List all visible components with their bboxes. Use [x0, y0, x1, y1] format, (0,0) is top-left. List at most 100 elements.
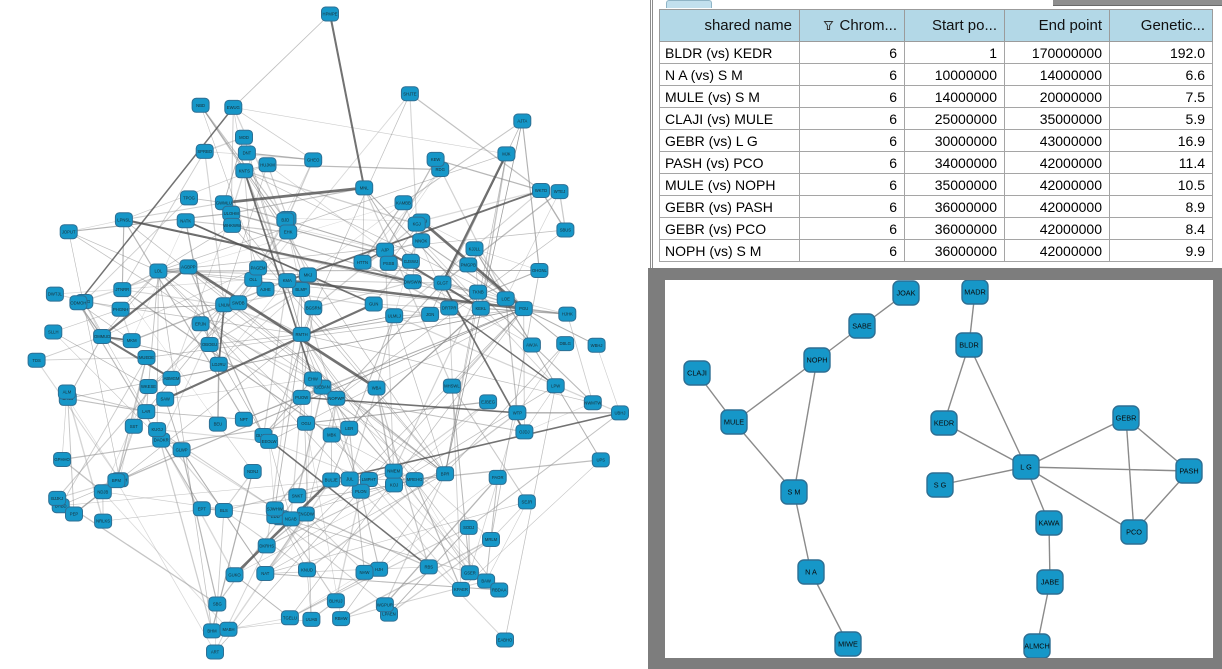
overview-network-node[interactable]: UPS: [591, 452, 610, 468]
cell-value[interactable]: 6: [799, 41, 905, 64]
overview-network-node[interactable]: RBDAA: [490, 582, 509, 598]
overview-network-node[interactable]: SAW: [156, 391, 175, 407]
overview-network-node[interactable]: KNTS: [235, 163, 254, 179]
cell-shared-name[interactable]: GEBR (vs) PCO: [659, 217, 800, 240]
cell-shared-name[interactable]: CLAJI (vs) MULE: [659, 107, 800, 130]
overview-network-node[interactable]: PAOR: [488, 469, 507, 485]
overview-network-node[interactable]: WKESE: [139, 379, 158, 394]
cell-value[interactable]: 6: [799, 63, 905, 86]
overview-network-node[interactable]: MREHG: [405, 472, 424, 488]
overview-network-node[interactable]: DNT: [237, 145, 256, 161]
cell-shared-name[interactable]: N A (vs) S M: [659, 63, 800, 86]
network-edge-KEDR-LG[interactable]: [943, 422, 1027, 468]
network-node-NA[interactable]: N A: [797, 559, 825, 585]
overview-network-node[interactable]: KNUD: [298, 562, 316, 578]
network-node-NOPH[interactable]: NOPH: [803, 347, 831, 373]
table-row[interactable]: GEBR (vs) PASH 6 36000000 42000000 8.9: [659, 195, 1213, 218]
table-row[interactable]: MULE (vs) NOPH 6 35000000 42000000 10.5: [659, 173, 1213, 196]
overview-network-node[interactable]: OJDJ: [515, 424, 534, 440]
overview-network-node[interactable]: KJJLL: [465, 241, 484, 257]
overview-network-node[interactable]: NAT: [256, 566, 275, 581]
overview-network-node[interactable]: TDS: [27, 352, 46, 368]
cell-value[interactable]: 25000000: [904, 107, 1005, 130]
cell-value[interactable]: 9.9: [1109, 239, 1213, 262]
overview-network-node[interactable]: UUAB: [302, 611, 321, 627]
overview-network-node[interactable]: WGPUR: [375, 597, 394, 613]
cell-value[interactable]: 14000000: [904, 85, 1005, 108]
overview-network-node[interactable]: SBG: [208, 596, 227, 612]
overview-network-node[interactable]: NBD: [191, 97, 210, 113]
cell-value[interactable]: 6: [799, 195, 905, 218]
cell-value[interactable]: 42000000: [1004, 217, 1110, 240]
network-edge-LG-GEBR[interactable]: [1025, 417, 1127, 468]
cell-value[interactable]: 11.4: [1109, 151, 1213, 174]
overview-network-node[interactable]: SODJ: [459, 519, 478, 535]
overview-network-node[interactable]: SBUS: [556, 222, 575, 238]
network-node-LG[interactable]: L G: [1012, 454, 1040, 480]
overview-network-node[interactable]: EEOLW: [260, 433, 279, 449]
overview-network-node[interactable]: NOPWP: [327, 390, 346, 406]
overview-network-node[interactable]: LOE: [496, 291, 515, 307]
network-overview-panel[interactable]: HPMPEEABHOARTKOJDAOKRJTNRRSSTJOPUTLMPHTG…: [0, 0, 653, 669]
overview-network-node[interactable]: EHW: [304, 371, 322, 387]
cell-value[interactable]: 10000000: [904, 63, 1005, 86]
overview-network-node[interactable]: PUOW: [292, 389, 311, 405]
overview-network-node[interactable]: GSER: [460, 565, 479, 581]
overview-network-node[interactable]: GJSWJ: [401, 253, 420, 269]
overview-network-node[interactable]: NGAB: [281, 511, 300, 527]
overview-network-node[interactable]: NATK: [176, 213, 195, 229]
overview-network-node[interactable]: MHSWL: [442, 378, 461, 394]
overview-network-node[interactable]: AWJA: [522, 337, 541, 353]
overview-network-node[interactable]: TGELU: [280, 610, 299, 626]
overview-network-node[interactable]: PAGEM: [249, 260, 268, 276]
network-node-KAWA[interactable]: KAWA: [1035, 510, 1063, 536]
overview-network-node[interactable]: OGU: [297, 415, 315, 431]
network-edge-LG-PASH[interactable]: [1025, 466, 1190, 472]
overview-network-node[interactable]: RBS: [419, 559, 438, 575]
overview-network-node[interactable]: DRTPR: [440, 300, 459, 316]
overview-network-node[interactable]: JTNRR: [113, 282, 132, 298]
overview-network-node[interactable]: EJBEG: [479, 394, 498, 410]
overview-network-node[interactable]: MBK: [322, 427, 341, 443]
overview-network-node[interactable]: KEKL: [471, 300, 490, 316]
table-horizontal-scrollbar[interactable]: [1053, 0, 1222, 6]
overview-network-node[interactable]: BEU: [208, 416, 227, 432]
overview-network-node[interactable]: SST: [124, 418, 143, 434]
cell-value[interactable]: 14000000: [1004, 63, 1110, 86]
overview-network-node[interactable]: BHM: [203, 623, 221, 639]
overview-network-node[interactable]: MKJ: [298, 267, 317, 283]
overview-network-node[interactable]: DKRHS: [257, 538, 276, 554]
overview-network-node[interactable]: SLLH: [44, 324, 63, 340]
overview-network-node[interactable]: BPM: [107, 473, 126, 489]
column-header-start-po-[interactable]: Start po...: [904, 9, 1005, 42]
overview-network-node[interactable]: BPR: [436, 466, 455, 482]
cell-value[interactable]: 1: [904, 41, 1005, 64]
overview-network-node[interactable]: RMTH: [292, 326, 311, 342]
network-node-JABE[interactable]: JABE: [1036, 569, 1064, 595]
overview-network-node[interactable]: WTEJ: [550, 184, 569, 200]
network-node-SG[interactable]: S G: [926, 472, 954, 498]
cell-value[interactable]: 6.6: [1109, 63, 1213, 86]
overview-network-node[interactable]: SHJTE: [400, 86, 419, 102]
overview-network-node[interactable]: EWUG: [224, 99, 243, 115]
overview-network-node[interactable]: PHGNH: [111, 301, 130, 317]
cell-value[interactable]: 8.9: [1109, 195, 1213, 218]
column-header-end-point[interactable]: End point: [1004, 9, 1110, 42]
network-node-KEDR[interactable]: KEDR: [930, 410, 958, 436]
overview-network-node[interactable]: LOL: [149, 263, 168, 279]
overview-network-node[interactable]: NWMTW: [583, 395, 602, 411]
cell-value[interactable]: 10.5: [1109, 173, 1213, 196]
cell-value[interactable]: 16.9: [1109, 129, 1213, 152]
overview-network-node[interactable]: NPT: [234, 411, 253, 427]
network-node-MULE[interactable]: MULE: [720, 409, 748, 435]
overview-network-node[interactable]: RBHW: [332, 611, 351, 627]
network-node-PCO[interactable]: PCO: [1120, 519, 1148, 545]
overview-network-node[interactable]: KEW: [426, 151, 445, 167]
column-tab-fragment[interactable]: [666, 0, 712, 8]
cell-value[interactable]: 6: [799, 173, 905, 196]
table-row[interactable]: CLAJI (vs) MULE 6 25000000 35000000 5.9: [659, 107, 1213, 130]
overview-network-node[interactable]: SWDB: [229, 295, 248, 311]
overview-network-node[interactable]: GUKO: [225, 567, 244, 583]
subnetwork-view[interactable]: JOAK MADR SABE BLDR NOPH CLAJI GEBR MULE KEDR L G…: [665, 279, 1213, 659]
overview-network-node[interactable]: SNKT: [288, 488, 307, 504]
